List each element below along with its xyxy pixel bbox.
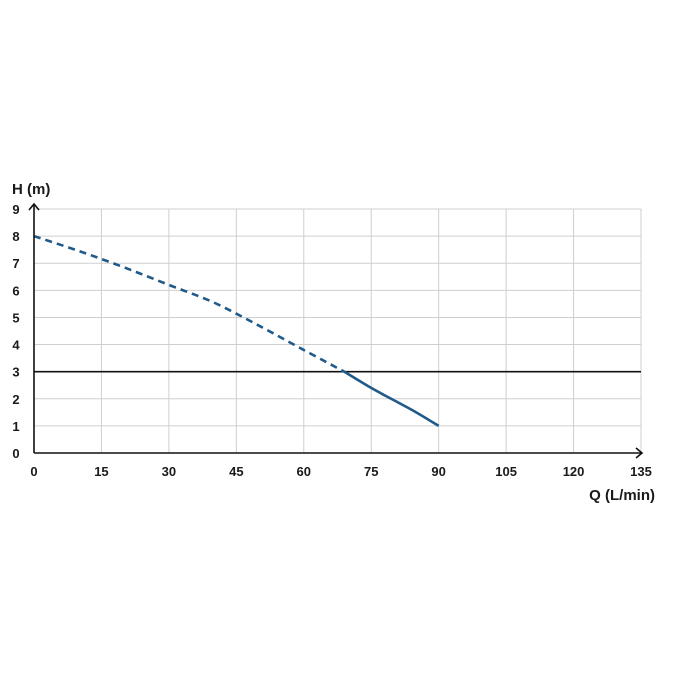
- x-tick-label: 30: [162, 464, 176, 479]
- y-tick-label: 9: [12, 202, 19, 217]
- y-tick-label: 0: [12, 446, 19, 461]
- x-tick-label: 15: [94, 464, 108, 479]
- y-tick-label: 8: [12, 229, 19, 244]
- x-axis-arrow-icon: [635, 447, 644, 459]
- x-tick-label: 75: [364, 464, 378, 479]
- y-tick-label: 1: [12, 419, 19, 434]
- series-line-solid: [343, 370, 440, 428]
- y-axis-arrow-icon: [28, 202, 40, 211]
- y-tick-label: 4: [12, 338, 20, 353]
- x-tick-label: 120: [563, 464, 585, 479]
- y-tick-label: 5: [12, 310, 19, 325]
- y-tick-label: 6: [12, 283, 19, 298]
- y-axis-label: H (m): [12, 181, 50, 198]
- x-tick-label: 90: [431, 464, 445, 479]
- y-tick-label: 3: [12, 365, 19, 380]
- grid: [34, 208, 642, 453]
- x-tick-label: 0: [30, 464, 37, 479]
- x-tick-label: 60: [297, 464, 311, 479]
- x-tick-label: 45: [229, 464, 243, 479]
- x-axis-label: Q (L/min): [589, 487, 655, 504]
- series-line-dashed: [33, 234, 345, 373]
- y-tick-label: 2: [12, 392, 19, 407]
- x-tick-label: 135: [630, 464, 652, 479]
- x-tick-label: 105: [495, 464, 517, 479]
- axes: [28, 202, 644, 459]
- y-tick-label: 7: [12, 256, 19, 271]
- series-lines: [33, 234, 440, 428]
